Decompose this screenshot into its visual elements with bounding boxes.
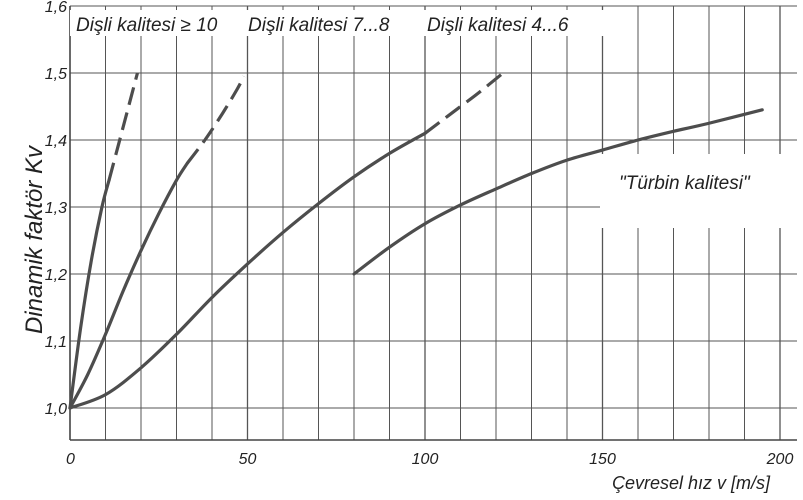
- series-line-1-dashed: [107, 72, 139, 181]
- y-tick-label: 1,1: [45, 334, 67, 351]
- axes: [69, 6, 797, 441]
- x-tick-label: 50: [239, 451, 257, 468]
- series-line-2-dashed: [185, 75, 246, 165]
- category-label-bg-1: [70, 10, 236, 36]
- annotation-bg: [600, 154, 800, 228]
- y-tick-label: 1,2: [45, 267, 67, 284]
- series-line-1: [68, 178, 111, 410]
- series-line-3-dashed: [424, 71, 505, 135]
- series-line-3: [68, 131, 427, 410]
- x-tick-label: 200: [766, 451, 794, 468]
- x-tick-label: 0: [66, 451, 75, 468]
- tick-labels: 0 50 100 150 200 1,0 1,1 1,2 1,3 1,4 1,5 1,6: [45, 0, 794, 468]
- x-axis-label: Çevresel hız v [m/s]: [612, 473, 771, 493]
- series-line-2: [68, 161, 189, 410]
- category-label-bg-2: [244, 10, 416, 36]
- turbine-quality-annotation: "Türbin kalitesi": [619, 173, 751, 194]
- category-label-1: Dişli kalitesi ≥ 10: [76, 15, 218, 36]
- y-tick-label: 1,6: [45, 0, 67, 16]
- series-line-4: [352, 108, 764, 276]
- category-label-3: Dişli kalitesi 4...6: [427, 15, 569, 36]
- series-lines: [68, 71, 764, 410]
- y-tick-label: 1,5: [45, 66, 67, 83]
- y-tick-label: 1,4: [45, 133, 67, 150]
- category-label-bg-3: [422, 10, 612, 36]
- x-axis-label-bg: [606, 465, 803, 495]
- category-label-2: Dişli kalitesi 7...8: [248, 15, 390, 36]
- x-tick-label: 100: [412, 451, 439, 468]
- y-axis-label: Dinamik faktör Kv: [21, 144, 48, 334]
- y-tick-label: 1,3: [45, 200, 67, 217]
- x-tick-label: 150: [589, 451, 616, 468]
- y-tick-label: 1,0: [45, 401, 67, 418]
